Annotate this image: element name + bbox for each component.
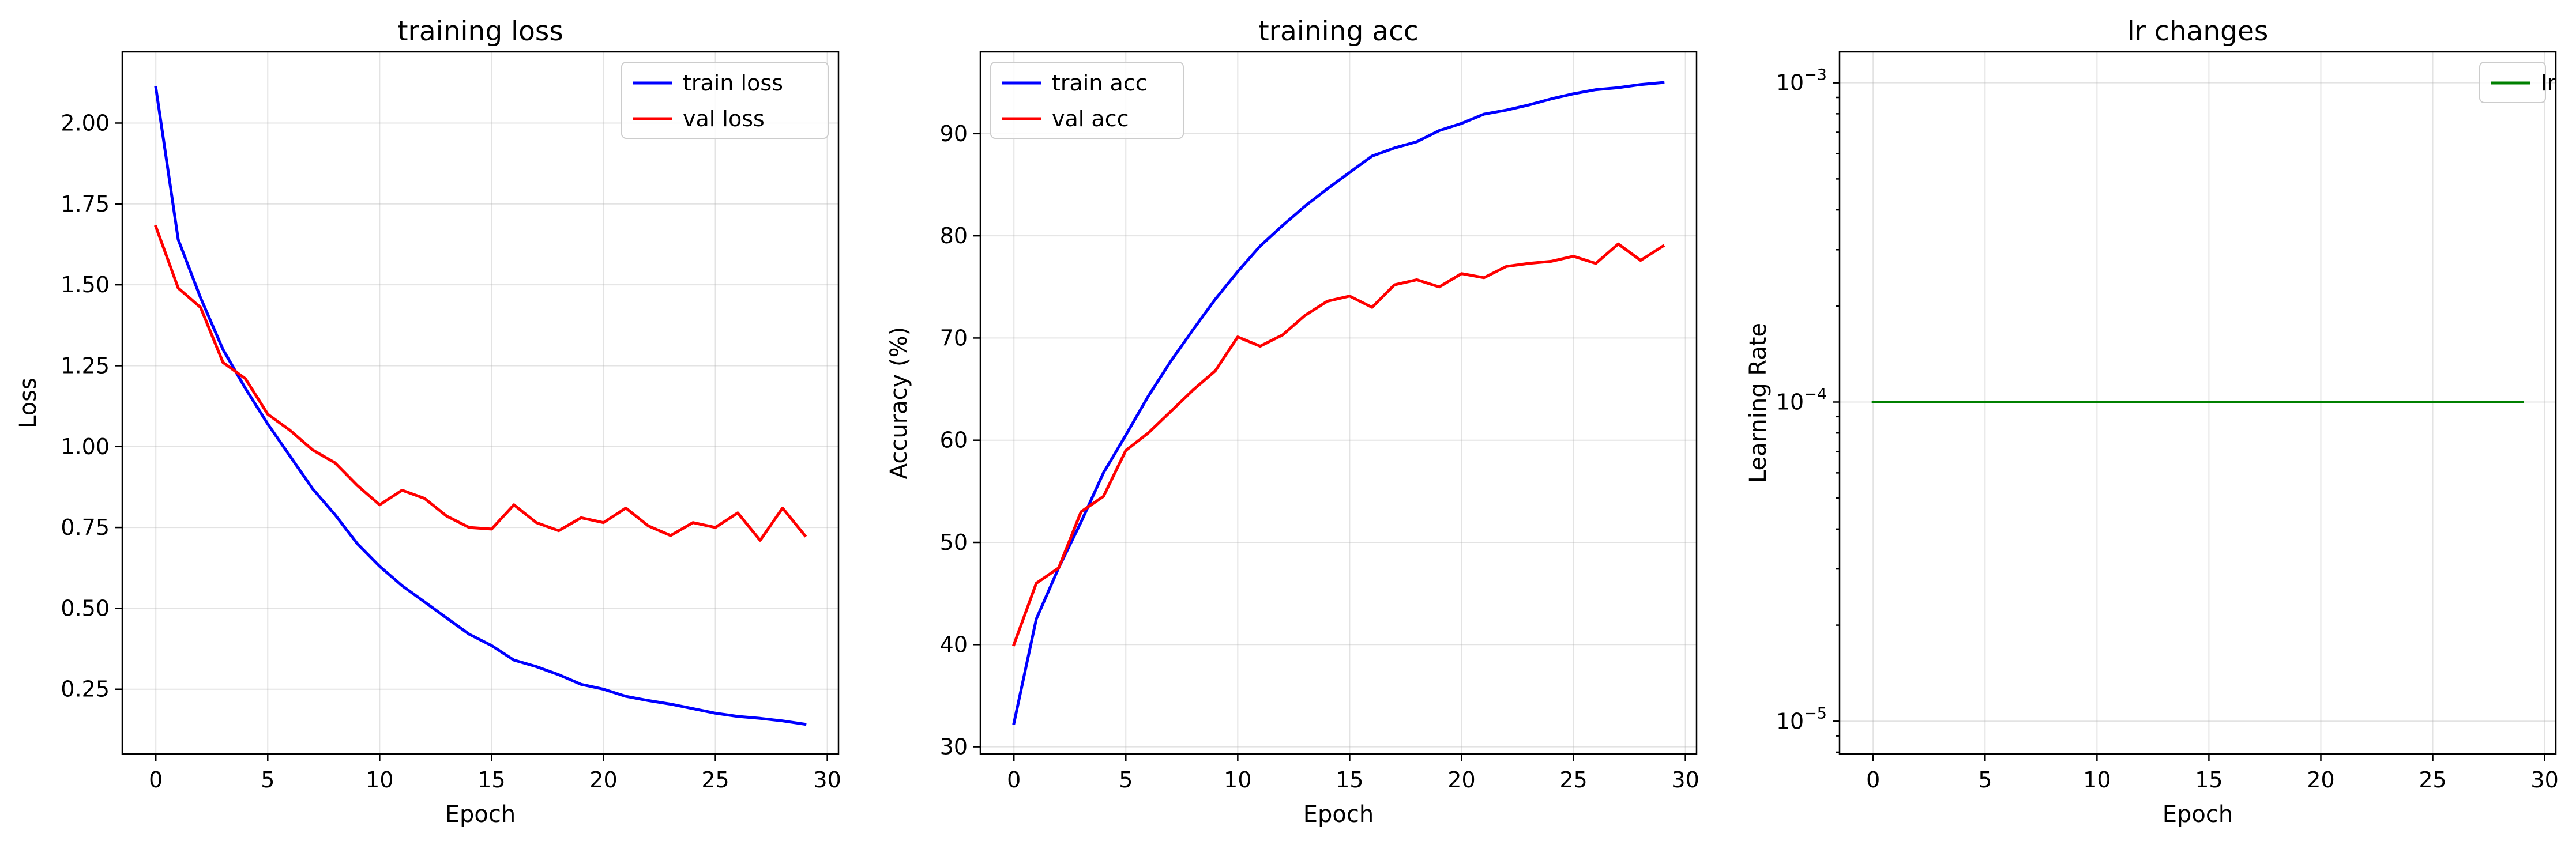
- x-tick-label: 15: [1336, 767, 1363, 793]
- x-tick-label: 10: [366, 767, 393, 793]
- chart-panel-2: 0 5 10 15 20 25 30 30 40 50 60 70 80 90 training acc Ep…: [886, 16, 1699, 828]
- legend-entry: train loss: [683, 70, 783, 96]
- x-tick-label: 15: [2195, 767, 2222, 793]
- series-line-train-loss: [154, 85, 807, 726]
- x-tick-label: 30: [2530, 767, 2558, 793]
- x-tick-label: 0: [1866, 767, 1880, 793]
- y-tick-label: 10−5: [1776, 704, 1827, 734]
- series-line-train-acc: [1012, 81, 1665, 725]
- x-tick-label: 10: [1224, 767, 1251, 793]
- x-tick-label: 25: [1559, 767, 1587, 793]
- y-tick-label: 1.75: [61, 191, 110, 217]
- chart-title: training loss: [397, 16, 563, 47]
- x-tick-label: 0: [149, 767, 163, 793]
- y-tick-label: 2.00: [61, 110, 110, 135]
- y-axis-label: Accuracy (%): [886, 327, 912, 480]
- chart-panel-3: 0 5 10 15 20 25 30 10−5 10−4 10−3 lr changes Epoch L…: [1745, 16, 2559, 828]
- y-axis-label: Loss: [15, 378, 42, 428]
- legend: lr: [2479, 62, 2556, 103]
- y-tick-label: 70: [940, 325, 968, 350]
- x-tick-label: 0: [1007, 767, 1021, 793]
- x-axis-label: Epoch: [1303, 801, 1374, 828]
- y-tick-label: 60: [940, 428, 968, 453]
- series-line-val-acc: [1011, 242, 1665, 647]
- series-line-val-loss: [153, 224, 807, 542]
- x-tick-label: 5: [1119, 767, 1133, 793]
- plot-frame: [1838, 51, 2557, 755]
- plot-frame: [121, 51, 840, 755]
- x-tick-label: 10: [2083, 767, 2111, 793]
- y-tick-label: 90: [940, 121, 968, 146]
- x-tick-label: 15: [477, 767, 505, 793]
- y-tick-label: 1.25: [61, 353, 110, 378]
- x-tick-label: 20: [589, 767, 617, 793]
- y-axis-label: Learning Rate: [1745, 323, 1772, 483]
- y-tick-label: 0.75: [61, 515, 110, 540]
- legend-entry: train acc: [1052, 70, 1148, 96]
- chart-panel-1: 0 5 10 15 20 25 30 0.25 0.50 0.75 1.00 1.25 1.50 1.75…: [15, 16, 841, 828]
- y-tick-label: 1.50: [61, 272, 110, 297]
- x-tick-label: 20: [2307, 767, 2334, 793]
- y-tick-label: 10−3: [1776, 66, 1827, 96]
- legend-entry: val acc: [1052, 106, 1129, 131]
- y-tick-label: 0.25: [61, 677, 110, 702]
- x-tick-label: 25: [2419, 767, 2446, 793]
- y-tick-label: 50: [940, 530, 968, 555]
- x-tick-label: 25: [701, 767, 729, 793]
- legend-box: [621, 62, 829, 139]
- x-tick-label: 30: [813, 767, 841, 793]
- x-tick-label: 30: [1671, 767, 1699, 793]
- y-tick-label: 30: [940, 734, 968, 760]
- legend: train loss val loss: [621, 62, 829, 139]
- y-tick-label: 1.00: [61, 434, 110, 459]
- legend: train acc val acc: [990, 62, 1184, 139]
- y-tick-label: 0.50: [61, 595, 110, 621]
- chart-title: lr changes: [2127, 16, 2269, 47]
- x-tick-label: 5: [261, 767, 274, 793]
- x-axis-label: Epoch: [2163, 801, 2233, 828]
- legend-entry: val loss: [683, 106, 765, 131]
- x-axis-label: Epoch: [445, 801, 516, 828]
- x-tick-label: 5: [1978, 767, 1992, 793]
- x-tick-label: 20: [1447, 767, 1475, 793]
- y-tick-label: 40: [940, 632, 968, 657]
- y-tick-label: 80: [940, 223, 968, 248]
- plot-frame: [979, 51, 1698, 755]
- chart-title: training acc: [1258, 16, 1419, 47]
- legend-entry: lr: [2541, 70, 2556, 96]
- y-tick-label: 10−4: [1776, 385, 1827, 414]
